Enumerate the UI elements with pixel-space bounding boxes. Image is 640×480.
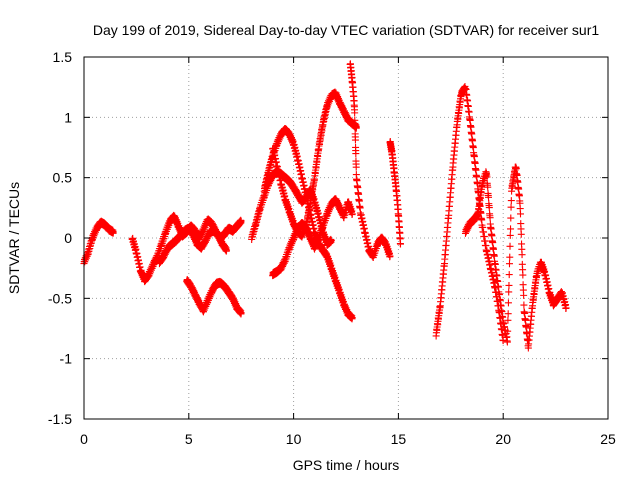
data-point — [237, 217, 245, 225]
x-tick-label: 20 — [495, 431, 511, 447]
tick-marks — [83, 56, 609, 420]
data-point — [517, 230, 525, 238]
data-point — [504, 299, 512, 307]
data-point — [507, 203, 515, 211]
series-arc-h — [269, 88, 360, 241]
tick-labels: 0 5 10 15 20 25 -1.5 -1 -0.5 0 0.5 1 1.5 — [48, 49, 616, 447]
y-axis-label: SDTVAR / TECUs — [6, 182, 22, 294]
data-point — [504, 310, 512, 318]
data-point — [505, 288, 513, 296]
y-tick-label: 1 — [64, 109, 72, 125]
y-tick-label: 1.5 — [53, 49, 73, 65]
y-tick-label: -0.5 — [48, 290, 72, 306]
data-point — [483, 173, 491, 181]
data-point — [396, 240, 404, 248]
data-point — [351, 109, 359, 117]
data-points — [80, 60, 570, 352]
data-point — [484, 183, 492, 191]
data-point — [485, 204, 493, 212]
data-point — [562, 304, 570, 312]
series-arc-j — [386, 138, 404, 248]
data-point — [520, 301, 528, 309]
data-point — [386, 252, 394, 260]
series-arc-i — [346, 60, 394, 262]
x-tick-label: 5 — [185, 431, 193, 447]
data-point — [518, 251, 526, 259]
data-point — [506, 231, 514, 239]
x-tick-label: 10 — [286, 431, 302, 447]
y-tick-label: -1.5 — [48, 411, 72, 427]
data-point — [237, 309, 245, 317]
series-arc-l — [461, 163, 570, 352]
data-point — [485, 193, 493, 201]
y-tick-label: -1 — [60, 351, 73, 367]
data-point — [505, 260, 513, 268]
x-tick-label: 0 — [80, 431, 88, 447]
series-arc-k — [432, 82, 507, 345]
x-tick-label: 15 — [391, 431, 407, 447]
data-point — [506, 242, 514, 250]
x-tick-label: 25 — [600, 431, 616, 447]
data-point — [352, 163, 360, 171]
series-arc-d — [183, 276, 245, 318]
chart-title: Day 199 of 2019, Sidereal Day-to-day VTE… — [93, 22, 599, 38]
data-point — [507, 225, 515, 233]
data-point — [519, 271, 527, 279]
data-point — [351, 122, 359, 130]
data-point — [504, 316, 512, 324]
data-point — [503, 338, 511, 346]
data-point — [348, 210, 356, 218]
data-point — [505, 271, 513, 279]
data-point — [516, 210, 524, 218]
data-point — [506, 253, 514, 261]
data-point — [351, 136, 359, 144]
y-tick-label: 0 — [64, 230, 72, 246]
data-point — [348, 314, 356, 322]
data-point — [520, 291, 528, 299]
series-arc-a — [80, 217, 117, 268]
data-point — [327, 236, 335, 244]
data-point — [352, 150, 360, 158]
y-tick-label: 0.5 — [53, 170, 73, 186]
data-point — [505, 281, 513, 289]
x-axis-label: GPS time / hours — [293, 457, 400, 473]
data-point — [109, 228, 117, 236]
series-arc-f — [260, 125, 356, 323]
data-point — [504, 327, 512, 335]
data-point — [223, 246, 231, 254]
data-point — [507, 197, 515, 205]
series-arc-c — [155, 223, 231, 268]
data-point — [486, 214, 494, 222]
data-point — [507, 214, 515, 222]
